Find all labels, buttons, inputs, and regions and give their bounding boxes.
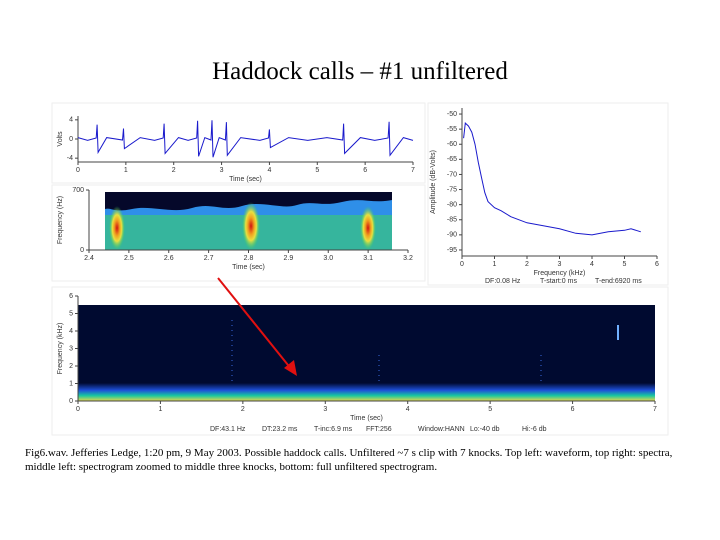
y-tick-label: -65 [447, 156, 457, 163]
x-axis-label: Time (sec) [350, 415, 383, 422]
y-tick-label: -55 [447, 126, 457, 133]
y-tick-label: 1 [69, 380, 73, 387]
x-tick-label: 2.9 [284, 255, 294, 262]
note: Lo:-40 db [470, 426, 500, 433]
caption: Fig6.wav. Jefferies Ledge, 1:20 pm, 9 Ma… [25, 447, 673, 473]
x-tick-label: 2.7 [204, 255, 214, 262]
y-tick-label: -60 [447, 141, 457, 148]
y-tick-label: 2 [69, 363, 73, 370]
y-tick-label: -4 [67, 155, 73, 162]
x-tick-label: 0 [460, 261, 464, 268]
x-tick-label: 1 [158, 406, 162, 413]
x-tick-label: 1 [124, 167, 128, 174]
x-tick-label: 2 [172, 167, 176, 174]
x-tick-label: 0 [76, 406, 80, 413]
x-tick-label: 5 [315, 167, 319, 174]
spectrogram-image [105, 192, 392, 250]
x-tick-label: 3 [220, 167, 224, 174]
note: T-end:6920 ms [595, 278, 642, 285]
data-line [77, 120, 414, 158]
note: DT:23.2 ms [262, 426, 298, 433]
y-axis-label: Frequency (kHz) [57, 323, 64, 375]
x-tick-label: 2.6 [164, 255, 174, 262]
y-tick-label: 0 [80, 247, 84, 254]
y-tick-label: -70 [447, 171, 457, 178]
y-axis-label: Amplitude (dB-Volts) [430, 150, 437, 214]
y-tick-label: -90 [447, 232, 457, 239]
note: DF:0.08 Hz [485, 278, 521, 285]
x-tick-label: 2.5 [124, 255, 134, 262]
y-tick-label: 0 [69, 136, 73, 143]
y-tick-label: -75 [447, 186, 457, 193]
y-tick-label: 3 [69, 345, 73, 352]
x-tick-label: 7 [653, 406, 657, 413]
arrow [217, 277, 293, 371]
spectrogram-image [78, 305, 655, 401]
x-tick-label: 3 [323, 406, 327, 413]
y-tick-label: 5 [69, 310, 73, 317]
x-tick-label: 2.4 [84, 255, 94, 262]
x-tick-label: 0 [76, 167, 80, 174]
y-axis-label: Volts [57, 131, 64, 147]
note: FFT:256 [366, 426, 392, 433]
note: Window:HANN [418, 426, 465, 433]
arrowhead [284, 360, 297, 376]
y-tick-label: 0 [69, 398, 73, 405]
y-tick-label: 4 [69, 117, 73, 124]
x-tick-label: 2.8 [244, 255, 254, 262]
x-tick-label: 6 [363, 167, 367, 174]
note: Hi:-6 db [522, 426, 547, 433]
data-line [463, 122, 641, 236]
x-tick-label: 4 [590, 261, 594, 268]
x-tick-label: 2 [241, 406, 245, 413]
y-tick-label: -95 [447, 247, 457, 254]
x-tick-label: 5 [623, 261, 627, 268]
note: T-inc:6.9 ms [314, 426, 353, 433]
x-tick-label: 7 [411, 167, 415, 174]
x-tick-label: 3.2 [403, 255, 413, 262]
x-tick-label: 1 [493, 261, 497, 268]
x-tick-label: 6 [571, 406, 575, 413]
x-tick-label: 3.1 [363, 255, 373, 262]
note: T-start:0 ms [540, 278, 577, 285]
x-axis-label: Frequency (kHz) [534, 270, 586, 277]
x-axis-label: Time (sec) [229, 176, 262, 183]
y-tick-label: -50 [447, 111, 457, 118]
y-tick-label: 700 [72, 187, 84, 194]
x-tick-label: 2 [525, 261, 529, 268]
y-tick-label: 6 [69, 293, 73, 300]
x-tick-label: 4 [406, 406, 410, 413]
y-tick-label: -80 [447, 201, 457, 208]
x-tick-label: 6 [655, 261, 659, 268]
x-tick-label: 4 [267, 167, 271, 174]
y-axis-label: Frequency (Hz) [57, 196, 64, 244]
y-tick-label: -85 [447, 217, 457, 224]
note: DF:43.1 Hz [210, 426, 246, 433]
panel [51, 102, 426, 184]
x-axis-label: Time (sec) [232, 264, 265, 271]
slide-title: Haddock calls – #1 unfiltered [212, 58, 508, 85]
y-tick-label: 4 [69, 328, 73, 335]
x-tick-label: 3.0 [323, 255, 333, 262]
panel [427, 102, 669, 286]
x-tick-label: 5 [488, 406, 492, 413]
x-tick-label: 3 [558, 261, 562, 268]
